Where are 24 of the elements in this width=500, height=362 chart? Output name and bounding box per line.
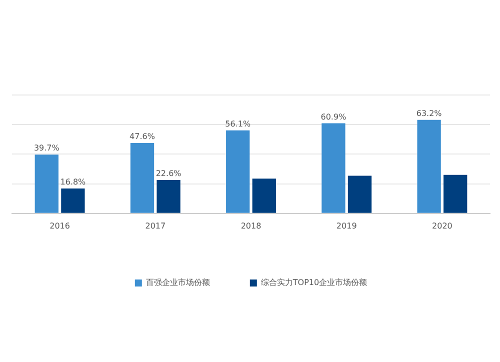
data-label: 47.6% xyxy=(130,132,156,142)
data-label: 60.9% xyxy=(320,112,347,122)
bar xyxy=(417,120,441,213)
bar xyxy=(130,142,154,213)
bar xyxy=(322,123,346,213)
bar xyxy=(252,178,276,213)
bar xyxy=(226,130,250,213)
bar xyxy=(34,154,58,213)
x-tick-label: 2020 xyxy=(432,221,452,230)
x-tick-label: 2019 xyxy=(336,221,357,230)
x-tick-label: 2018 xyxy=(240,221,262,230)
data-label: 63.2% xyxy=(416,108,442,118)
data-label: 16.8% xyxy=(60,178,86,187)
bar xyxy=(348,176,372,213)
data-label: 56.1% xyxy=(225,119,251,128)
data-label: 22.6% xyxy=(156,169,182,178)
x-tick-label: 2017 xyxy=(145,221,166,230)
data-label: 39.7% xyxy=(34,144,60,153)
bar xyxy=(156,180,180,213)
legend-label: 百强企业市场份额 xyxy=(146,278,210,288)
x-tick-label: 2016 xyxy=(50,221,70,230)
legend-label: 综合实力TOP10企业市场份额 xyxy=(260,278,368,288)
bar xyxy=(444,174,468,213)
bar xyxy=(61,188,85,213)
